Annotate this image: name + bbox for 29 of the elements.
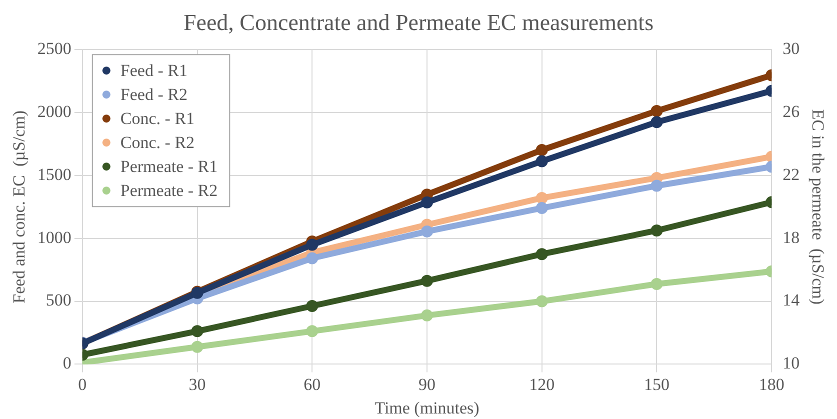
y2-tick-label: 14 <box>782 290 800 310</box>
y-tick-label: 2000 <box>37 102 72 121</box>
x-tick-label: 30 <box>188 374 206 394</box>
x-tick-label: 180 <box>758 374 784 394</box>
x-tick-label: 0 <box>78 374 87 394</box>
x-axis-title: Time (minutes) <box>374 398 480 418</box>
y2-tick-label: 26 <box>782 102 800 121</box>
y-tick-label: 0 <box>62 354 72 373</box>
y2-tick-label: 30 <box>782 39 800 58</box>
y2-tick-label: 10 <box>782 354 800 373</box>
legend-label: Feed - R2 <box>120 85 188 104</box>
y-tick-label: 500 <box>46 290 72 310</box>
y-tick-label: 1500 <box>37 164 72 184</box>
x-tick-label: 60 <box>304 374 321 394</box>
legend-label: Conc. - R2 <box>120 133 195 152</box>
y2-tick-label: 22 <box>782 164 800 184</box>
legend-label: Permeate - R1 <box>120 157 218 176</box>
y2-tick-label: 18 <box>782 228 800 247</box>
x-tick-label: 90 <box>418 374 436 394</box>
y2-axis-title: EC in the permeate (µS/cm) <box>808 109 828 305</box>
x-tick-label: 120 <box>529 374 555 394</box>
legend-label: Feed - R1 <box>120 61 188 80</box>
legend-label: Conc. - R1 <box>120 109 195 128</box>
x-tick-label: 150 <box>644 374 670 394</box>
y-tick-label: 2500 <box>37 39 72 58</box>
y-axis-title: Feed and conc. EC (µS/cm) <box>10 110 29 304</box>
legend-label: Permeate - R2 <box>120 181 218 200</box>
chart-title: Feed, Concentrate and Permeate EC measurements <box>183 10 654 35</box>
y-tick-label: 1000 <box>37 228 72 247</box>
